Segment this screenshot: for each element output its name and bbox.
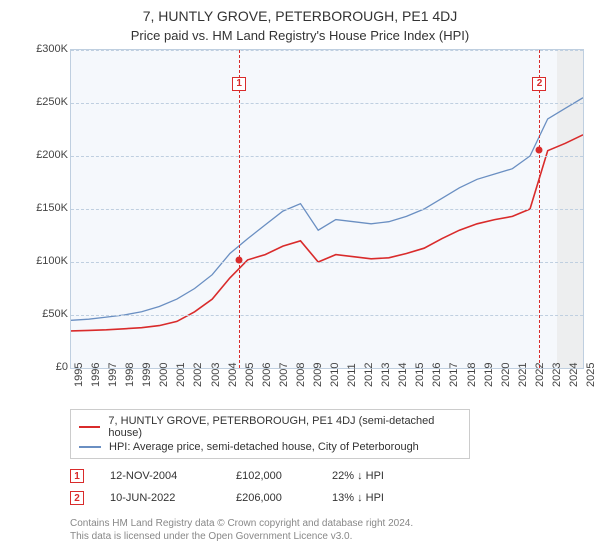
- data-point-change: 13% ↓ HPI: [332, 492, 422, 504]
- grid-line: [71, 209, 583, 210]
- legend-item: HPI: Average price, semi-detached house,…: [79, 440, 461, 454]
- legend-item: 7, HUNTLY GROVE, PETERBOROUGH, PE1 4DJ (…: [79, 414, 461, 440]
- y-tick-label: £250K: [24, 96, 68, 108]
- marker-box: 2: [532, 77, 546, 91]
- data-points: 1 12-NOV-2004 £102,000 22% ↓ HPI 2 10-JUN-202…: [70, 465, 586, 509]
- grid-line: [71, 156, 583, 157]
- data-point-box: 1: [70, 469, 84, 483]
- data-point-date: 12-NOV-2004: [110, 470, 210, 482]
- y-tick-label: £50K: [24, 308, 68, 320]
- grid-line: [71, 50, 583, 51]
- data-point-price: £102,000: [236, 470, 306, 482]
- marker-dot: [536, 146, 543, 153]
- marker-box: 1: [232, 77, 246, 91]
- footer-line-1: Contains HM Land Registry data © Crown c…: [70, 517, 586, 530]
- footer-line-2: This data is licensed under the Open Gov…: [70, 530, 586, 543]
- legend-label: 7, HUNTLY GROVE, PETERBOROUGH, PE1 4DJ (…: [108, 415, 461, 439]
- y-tick-label: £0: [24, 361, 68, 373]
- chart-area: 12 £0£50K£100K£150K£200K£250K£300K199519…: [24, 49, 584, 399]
- marker-dot: [236, 256, 243, 263]
- data-point-box: 2: [70, 491, 84, 505]
- grid-line: [71, 315, 583, 316]
- legend-swatch: [79, 426, 100, 428]
- chart-title: 7, HUNTLY GROVE, PETERBOROUGH, PE1 4DJ: [14, 8, 586, 24]
- legend: 7, HUNTLY GROVE, PETERBOROUGH, PE1 4DJ (…: [70, 409, 470, 459]
- legend-swatch: [79, 446, 101, 448]
- data-point-price: £206,000: [236, 492, 306, 504]
- y-tick-label: £150K: [24, 202, 68, 214]
- data-point-row: 2 10-JUN-2022 £206,000 13% ↓ HPI: [70, 487, 586, 509]
- chart-container: 7, HUNTLY GROVE, PETERBOROUGH, PE1 4DJ P…: [0, 0, 600, 560]
- data-point-date: 10-JUN-2022: [110, 492, 210, 504]
- footer: Contains HM Land Registry data © Crown c…: [70, 517, 586, 543]
- marker-vline: [239, 50, 240, 368]
- data-point-change: 22% ↓ HPI: [332, 470, 422, 482]
- grid-line: [71, 103, 583, 104]
- legend-label: HPI: Average price, semi-detached house,…: [109, 441, 419, 453]
- y-tick-label: £300K: [24, 43, 68, 55]
- plot-area: 12: [70, 49, 584, 369]
- grid-line: [71, 262, 583, 263]
- y-tick-label: £200K: [24, 149, 68, 161]
- data-point-row: 1 12-NOV-2004 £102,000 22% ↓ HPI: [70, 465, 586, 487]
- y-tick-label: £100K: [24, 255, 68, 267]
- chart-subtitle: Price paid vs. HM Land Registry's House …: [14, 28, 586, 43]
- x-tick-label: 2025: [585, 363, 600, 387]
- series-line: [71, 135, 583, 331]
- marker-vline: [539, 50, 540, 368]
